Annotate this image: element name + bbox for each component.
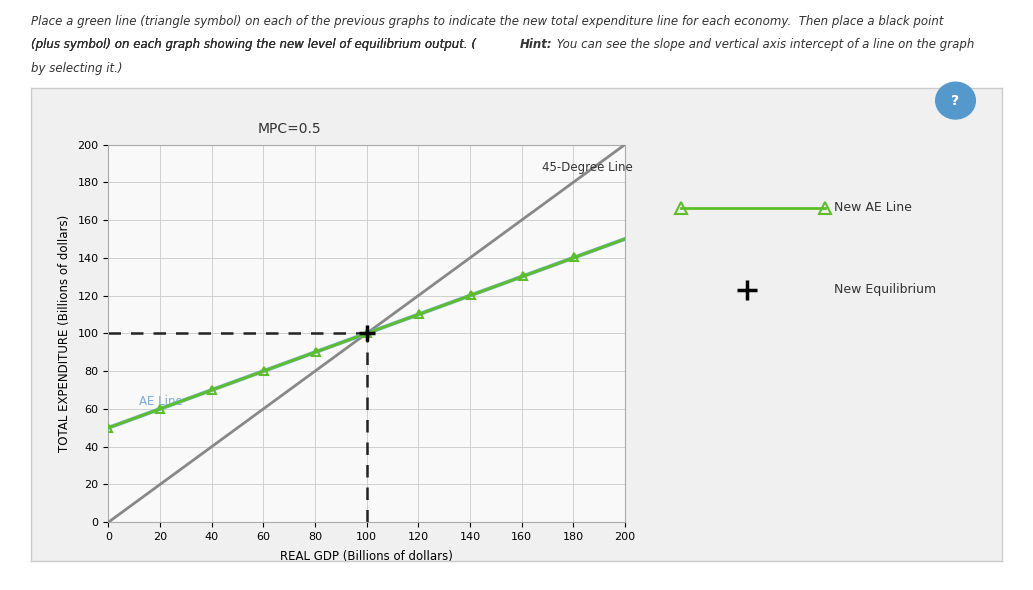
Title: MPC=0.5: MPC=0.5 [257,123,321,136]
Text: ?: ? [951,94,960,107]
Text: (plus symbol) on each graph showing the new level of equilibrium output. (: (plus symbol) on each graph showing the … [31,38,476,51]
Circle shape [936,82,975,119]
Text: New Equilibrium: New Equilibrium [834,283,936,296]
Text: (plus symbol) on each graph showing the new level of equilibrium output. (: (plus symbol) on each graph showing the … [31,38,476,51]
Text: 45-Degree Line: 45-Degree Line [542,161,633,174]
Y-axis label: TOTAL EXPENDITURE (Billions of dollars): TOTAL EXPENDITURE (Billions of dollars) [58,215,70,452]
Text: New AE Line: New AE Line [834,201,912,214]
Text: by selecting it.): by selecting it.) [31,62,123,75]
Text: Hint:: Hint: [520,38,553,51]
X-axis label: REAL GDP (Billions of dollars): REAL GDP (Billions of dollars) [280,550,453,563]
Text: Place a green line (triangle symbol) on each of the previous graphs to indicate : Place a green line (triangle symbol) on … [31,15,943,28]
Text: You can see the slope and vertical axis intercept of a line on the graph: You can see the slope and vertical axis … [553,38,974,51]
Text: (plus symbol) on each graph showing the new level of equilibrium output. (: (plus symbol) on each graph showing the … [31,38,476,51]
Text: AE Line: AE Line [139,395,183,408]
